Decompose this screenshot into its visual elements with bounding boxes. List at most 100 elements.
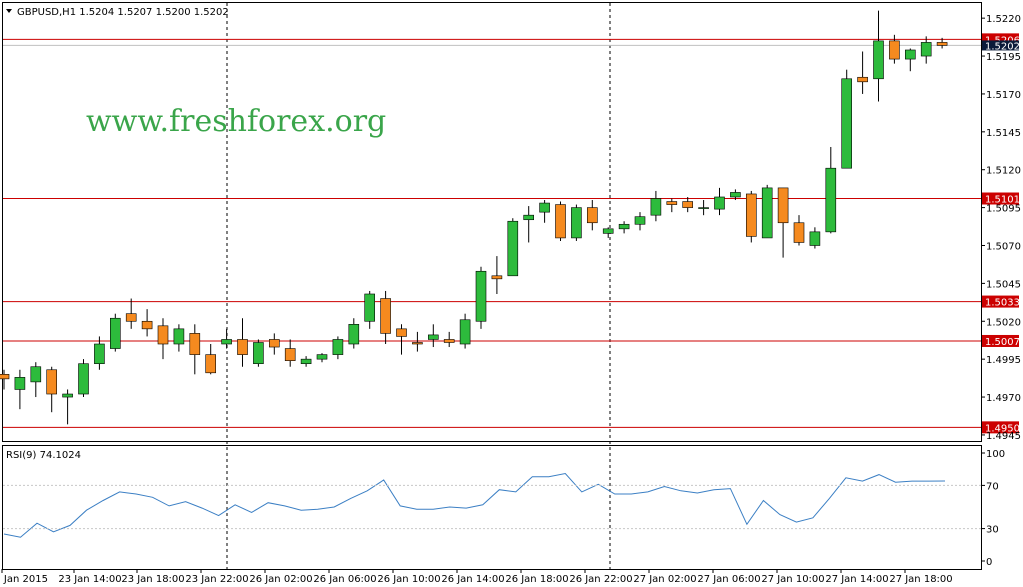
candle xyxy=(793,215,805,246)
candle-body-bull xyxy=(507,220,519,277)
candle xyxy=(125,298,137,329)
candle xyxy=(412,331,423,352)
candle-body-bull xyxy=(364,293,376,322)
candle xyxy=(253,339,264,367)
time-tick-label: 23 Jan 18:00 xyxy=(121,574,184,585)
candle-body-bear xyxy=(189,333,201,355)
price-tick-label: 1.5045 xyxy=(986,279,1021,290)
candle-body-bear xyxy=(793,222,805,243)
candle xyxy=(30,362,42,398)
time-tick-label: 27 Jan 18:00 xyxy=(889,574,952,585)
candle-body-bear xyxy=(412,342,423,345)
price-axis[interactable]: 1.5220 1.5195 1.5170 1.5145 1.5120 1.5095 1.50… xyxy=(981,14,1021,442)
candle xyxy=(62,389,73,425)
candle-body-bull xyxy=(94,343,105,365)
candle-body-bull xyxy=(873,40,884,80)
candle-body-bear xyxy=(936,42,948,46)
candle-body-bull xyxy=(825,167,837,233)
candle-body-bull xyxy=(316,354,328,360)
price-tick-label: 1.5095 xyxy=(986,204,1021,215)
candle-body-bull xyxy=(253,342,264,365)
main-plot-frame xyxy=(2,2,982,442)
time-tick-label: 26 Jan 14:00 xyxy=(441,574,504,585)
price-tick-label: 1.5170 xyxy=(986,90,1021,101)
candle xyxy=(459,313,471,349)
price-tick-label: 1.5220 xyxy=(986,14,1021,25)
candle-body-bull xyxy=(809,231,821,246)
candle-body-bear xyxy=(284,348,296,361)
candle xyxy=(714,187,725,216)
candle-body-bull xyxy=(698,207,709,209)
rsi-label: RSI(9) 74.1024 xyxy=(6,450,81,461)
candle-body-bear xyxy=(586,207,598,224)
candle xyxy=(300,356,312,367)
candle xyxy=(364,290,376,329)
candle xyxy=(157,318,169,360)
rsi-indicator xyxy=(3,472,946,538)
candle-body-bear xyxy=(157,325,169,345)
candle xyxy=(936,37,948,49)
rsi-axis: 100 70 30 0 xyxy=(3,449,1005,568)
candle-body-bear xyxy=(0,374,10,380)
level-tag-label: 1.4950 xyxy=(985,423,1020,434)
price-tick-label: 1.4945 xyxy=(986,431,1021,442)
rsi-tick-label: 30 xyxy=(986,525,999,536)
candle-body-bear xyxy=(555,204,566,239)
candle xyxy=(348,318,360,349)
candle-body-bull xyxy=(650,198,662,216)
candle-body-bull xyxy=(427,334,439,340)
candle-body-bull xyxy=(841,78,853,169)
candle-body-bull xyxy=(475,270,487,322)
candle xyxy=(380,290,391,345)
candle xyxy=(586,200,598,231)
candle xyxy=(555,201,566,241)
candle-body-bear xyxy=(682,201,694,208)
level-tag-label: 1.5007 xyxy=(985,337,1020,348)
candle-body-bull xyxy=(904,49,916,60)
candle xyxy=(284,339,296,367)
candle-body-bear xyxy=(745,193,757,237)
level-tag-label: 1.5033 xyxy=(985,298,1020,309)
price-tick-label: 1.5070 xyxy=(986,241,1021,252)
candle-body-bull xyxy=(571,207,582,239)
candle xyxy=(46,366,58,413)
candle xyxy=(809,227,821,249)
level-tag xyxy=(982,334,1019,347)
candle xyxy=(443,331,455,348)
symbol-dropdown-icon[interactable] xyxy=(6,9,12,13)
candle xyxy=(427,324,439,348)
candle-body-bull xyxy=(332,339,344,355)
time-tick-label: 27 Jan 06:00 xyxy=(697,574,760,585)
rsi-line xyxy=(3,472,946,538)
candle-body-bear xyxy=(666,201,678,205)
time-tick-label: 26 Jan 22:00 xyxy=(569,574,632,585)
candle xyxy=(889,34,900,64)
time-tick-label: 23 Jan 2015 xyxy=(0,574,48,585)
candle-body-bear xyxy=(46,369,58,395)
price-tick-label: 1.5020 xyxy=(986,317,1021,328)
candle-body-bull xyxy=(459,319,471,345)
price-tick-label: 1.5195 xyxy=(986,52,1021,63)
candle xyxy=(571,204,582,241)
level-tag xyxy=(982,295,1019,308)
time-tick-label: 23 Jan 14:00 xyxy=(58,574,121,585)
candle xyxy=(650,190,662,222)
candle-body-bull xyxy=(348,324,360,345)
candle xyxy=(14,369,26,410)
watermark-text: www.freshforex.org xyxy=(86,104,386,139)
candle-body-bear xyxy=(237,339,248,355)
candle-body-bull xyxy=(761,187,773,239)
candle xyxy=(841,69,853,169)
level-tag xyxy=(982,421,1019,434)
rsi-tick-label: 100 xyxy=(986,449,1005,460)
candle xyxy=(634,212,646,231)
rsi-plot-frame xyxy=(2,445,982,570)
candle-body-bull xyxy=(221,339,232,345)
time-tick-label: 27 Jan 10:00 xyxy=(761,574,824,585)
candle xyxy=(825,146,837,234)
candle xyxy=(745,190,757,243)
candle-body-bull xyxy=(920,42,932,57)
current-price-label: 1.5202 xyxy=(985,41,1020,52)
